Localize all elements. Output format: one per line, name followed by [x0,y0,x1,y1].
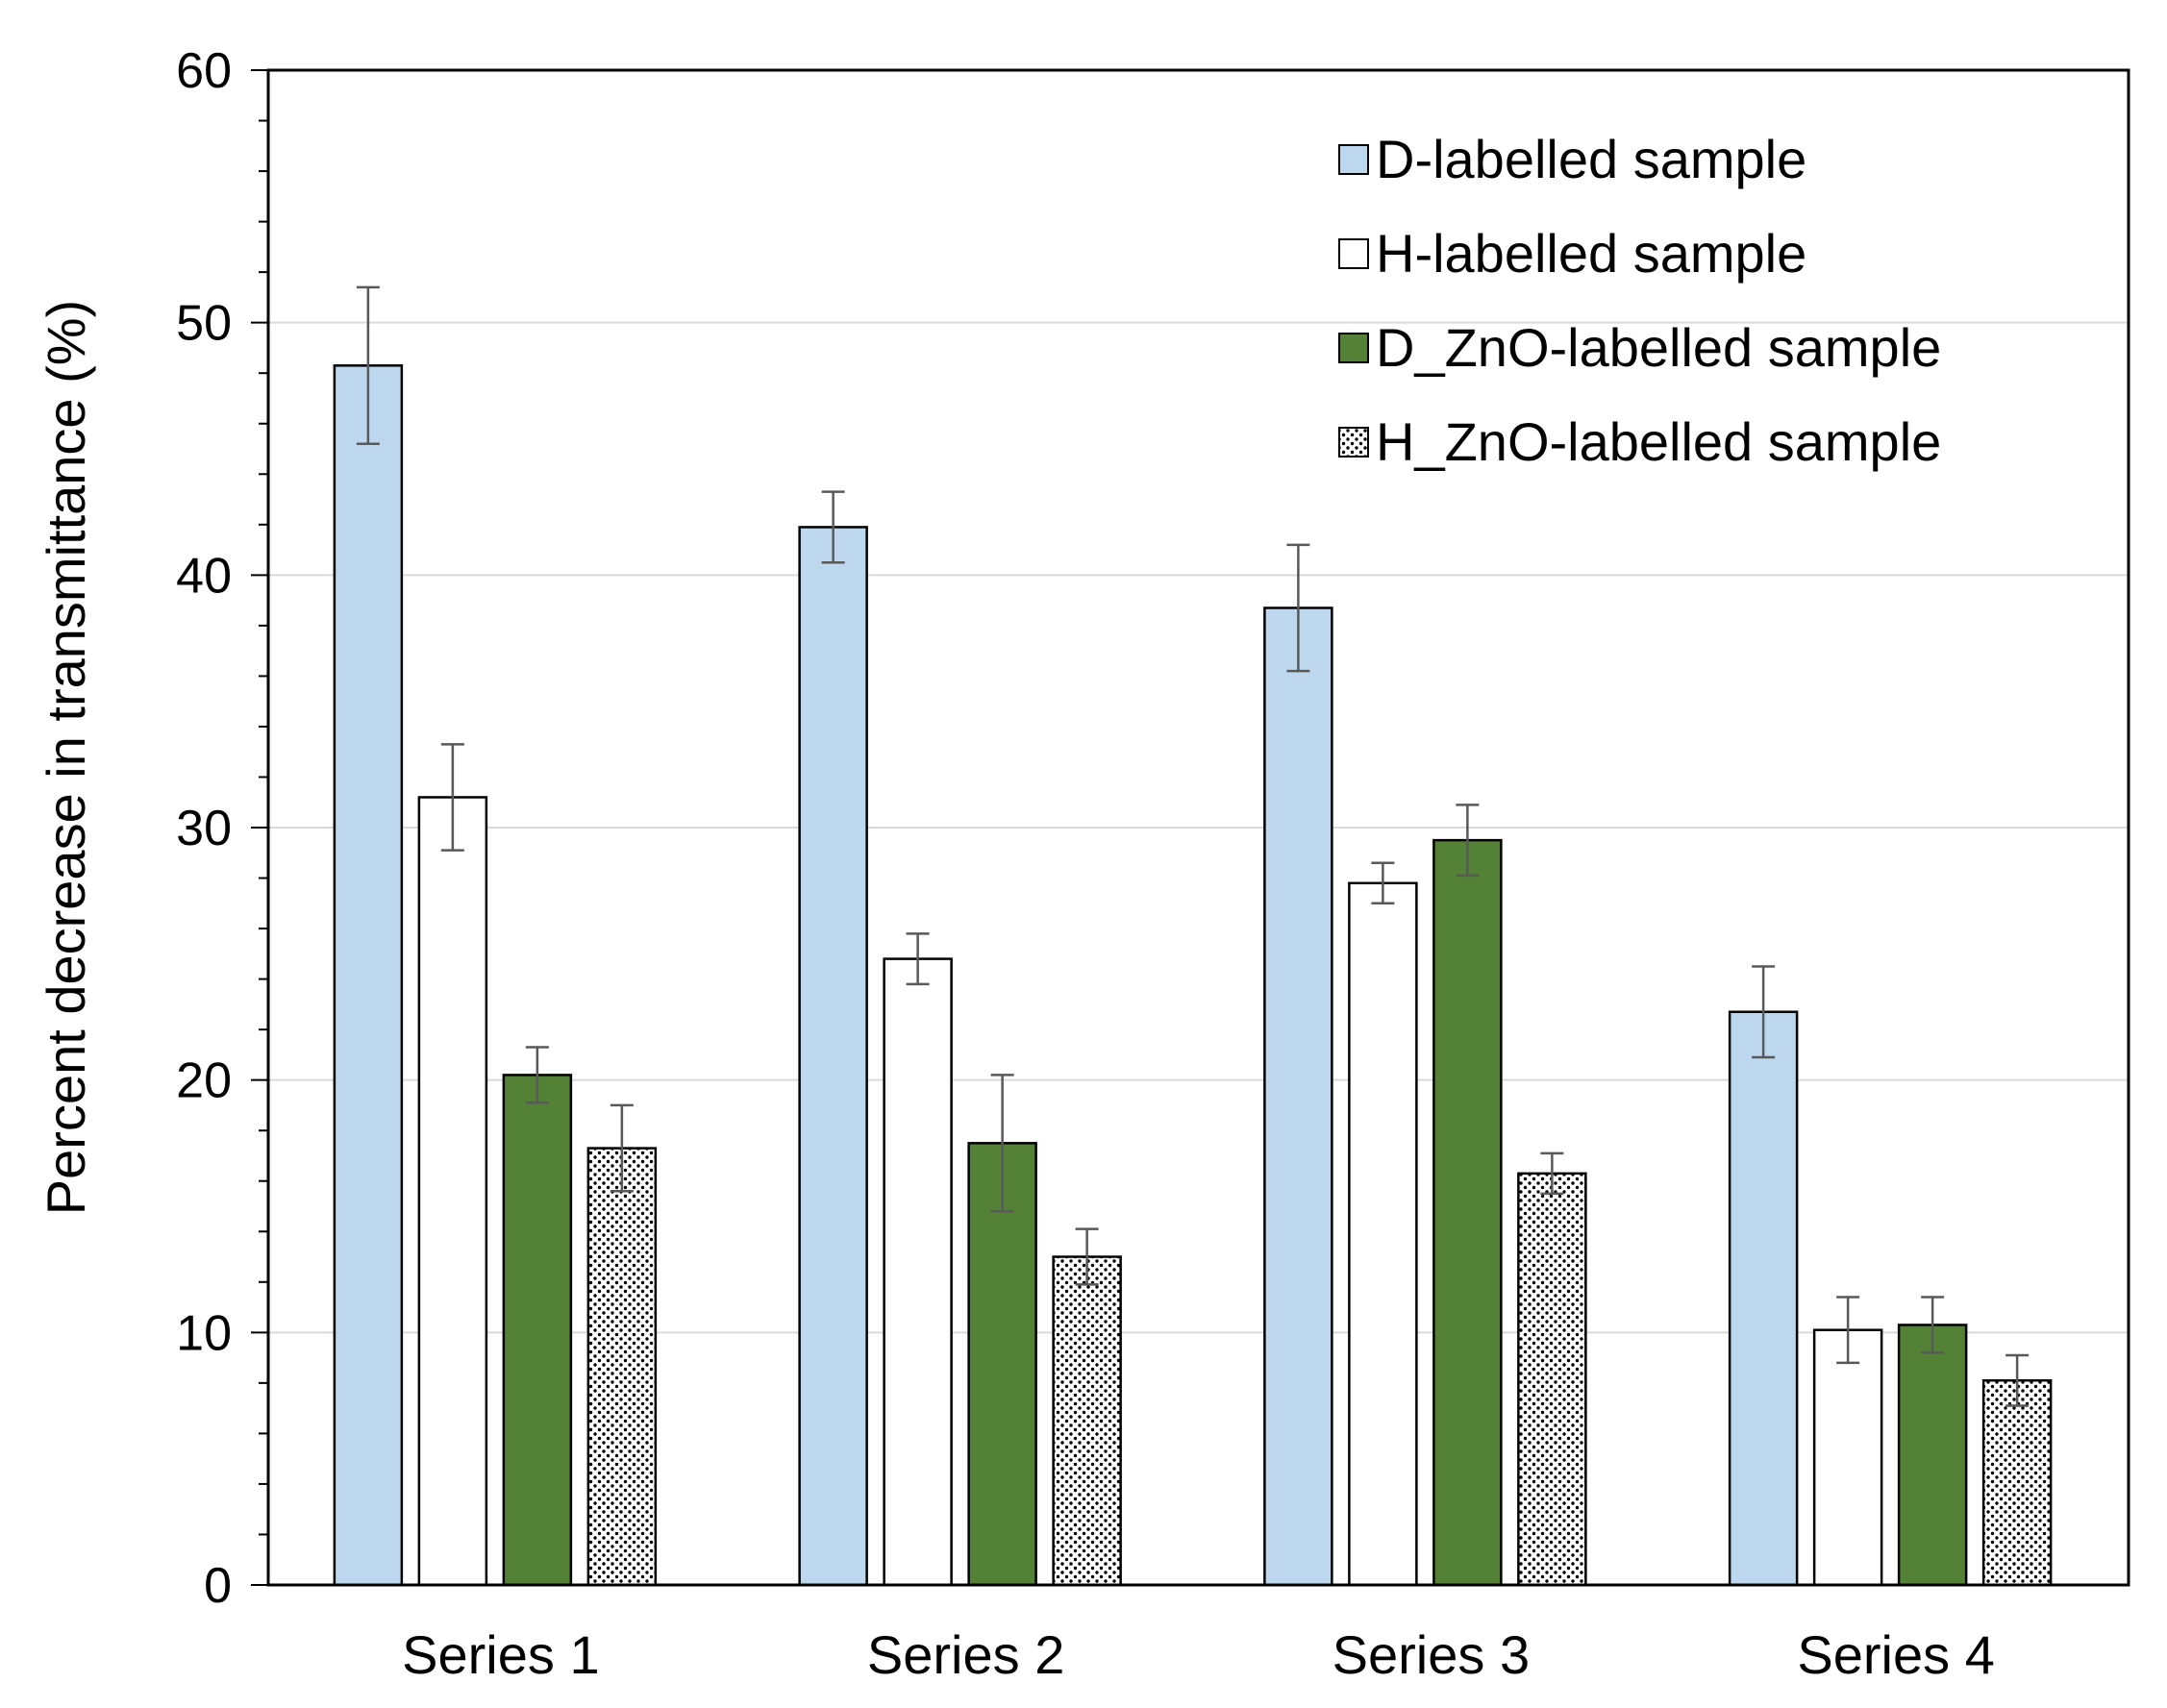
y-axis: 0 10 20 30 40 50 60 [176,43,268,1614]
bar [586,1147,658,1587]
bar [1432,838,1503,1587]
y-tick-label: 0 [204,1558,232,1614]
legend-swatch [1338,238,1369,269]
legend-label: H_ZnO-labelled sample [1376,411,1941,472]
bar [502,1074,573,1587]
legend-label: D-labelled sample [1376,129,1806,189]
legend-label: D_ZnO-labelled sample [1376,317,1941,378]
legend-swatch [1338,333,1369,363]
bar [1981,1378,2053,1587]
y-tick-label: 30 [176,801,232,856]
legend-swatch [1338,427,1369,458]
bar [967,1142,1037,1587]
y-axis-title: Percent decrease in transmittance (%) [36,300,96,1215]
bar [1348,881,1418,1587]
bar [1263,606,1333,1587]
error-bars [356,285,2030,1407]
bar [1812,1328,1883,1587]
bar [417,796,488,1587]
bar [1517,1172,1587,1587]
x-category-label: Series 3 [1333,1624,1530,1685]
x-category-label: Series 1 [402,1624,599,1685]
y-tick-label: 40 [176,548,232,604]
y-tick-label: 20 [176,1053,232,1109]
bar [883,957,953,1587]
legend-label: H-labelled sample [1376,223,1806,284]
x-category-label: Series 2 [867,1624,1064,1685]
legend: D-labelled sample H-labelled sample D_ZnO-… [1338,129,1941,472]
legend-swatch [1338,144,1369,175]
bar [1728,1010,1799,1587]
bar [1897,1324,1968,1587]
bar [1052,1255,1122,1587]
y-tick-label: 10 [176,1305,232,1361]
bar [333,364,404,1587]
y-tick-label: 50 [176,296,232,352]
y-tick-label: 60 [176,43,232,99]
x-category-label: Series 4 [1797,1624,1994,1685]
bars [333,364,2053,1587]
bar [798,526,868,1587]
x-axis: Series 1 Series 2 Series 3 Series 4 [402,1624,1995,1685]
